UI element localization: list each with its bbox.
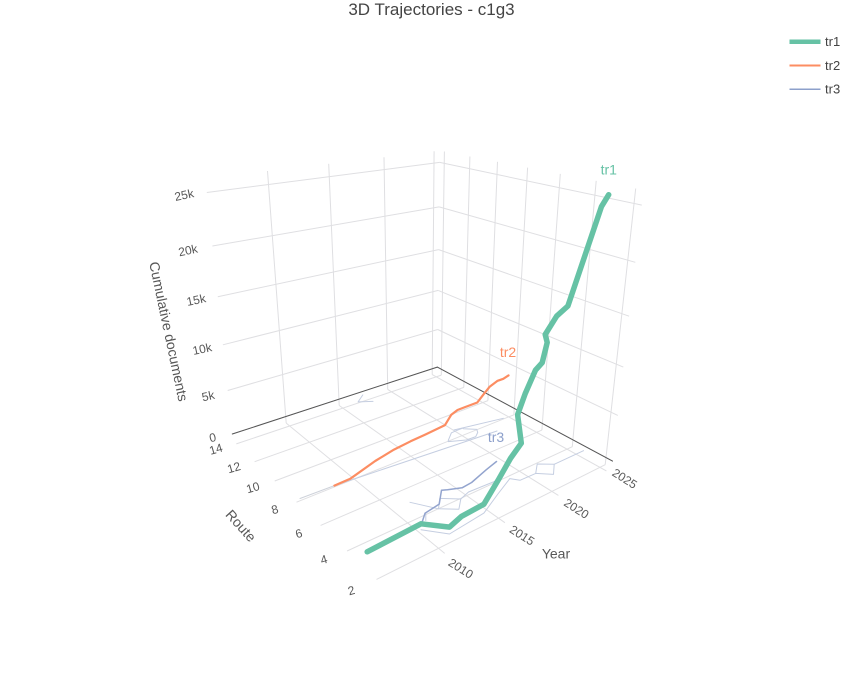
svg-text:tr3: tr3 <box>825 82 840 97</box>
svg-text:2: 2 <box>346 583 357 598</box>
svg-text:6: 6 <box>294 526 305 541</box>
svg-text:tr2: tr2 <box>500 344 517 360</box>
svg-text:tr2: tr2 <box>825 58 840 73</box>
svg-text:tr1: tr1 <box>825 34 840 49</box>
svg-text:12: 12 <box>226 459 243 476</box>
svg-text:5k: 5k <box>201 388 217 405</box>
svg-text:Year: Year <box>542 546 571 562</box>
svg-text:14: 14 <box>208 440 225 457</box>
svg-text:20k: 20k <box>177 241 200 259</box>
svg-text:25k: 25k <box>173 186 196 204</box>
svg-text:4: 4 <box>319 552 330 567</box>
svg-text:8: 8 <box>270 502 281 517</box>
svg-text:15k: 15k <box>185 291 208 309</box>
svg-text:0: 0 <box>208 430 218 445</box>
svg-text:10k: 10k <box>191 340 214 358</box>
svg-text:tr1: tr1 <box>601 162 618 178</box>
svg-text:10: 10 <box>245 479 262 496</box>
svg-text:3D Trajectories - c1g3: 3D Trajectories - c1g3 <box>348 0 514 19</box>
svg-text:tr3: tr3 <box>488 429 505 445</box>
